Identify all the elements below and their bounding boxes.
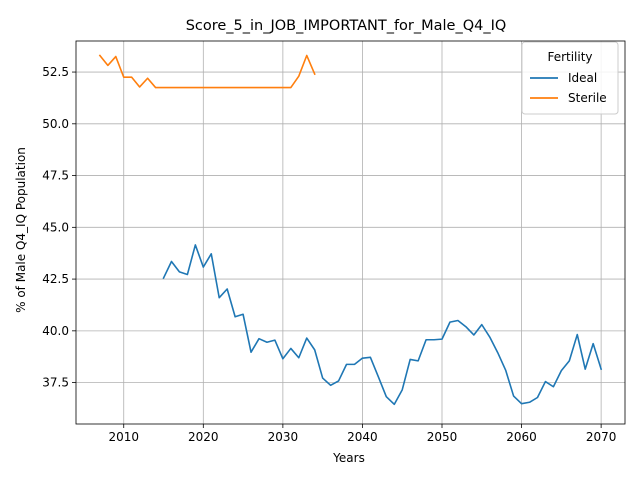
x-axis-label: Years bbox=[332, 451, 365, 465]
legend: Fertility Ideal Sterile bbox=[521, 41, 619, 115]
x-tick-label: 2060 bbox=[506, 430, 537, 444]
axis-ticks: 2010 2020 2030 2040 2050 2060 2070 37.5 40.0 42.5… bbox=[42, 65, 616, 444]
x-tick-label: 2020 bbox=[188, 430, 219, 444]
legend-title: Fertility bbox=[547, 50, 592, 64]
legend-label-ideal: Ideal bbox=[568, 71, 597, 85]
series-line-ideal bbox=[162, 244, 603, 406]
legend-box bbox=[521, 41, 619, 115]
x-tick-label: 2030 bbox=[268, 430, 299, 444]
x-tick-label: 2070 bbox=[586, 430, 617, 444]
y-axis-label: % of Male Q4_IQ Population bbox=[14, 147, 28, 313]
y-tick-label: 37.5 bbox=[42, 376, 69, 390]
y-tick-label: 40.0 bbox=[42, 324, 69, 338]
plot-frame bbox=[75, 40, 626, 425]
series-lines bbox=[98, 54, 603, 406]
x-tick-label: 2010 bbox=[108, 430, 139, 444]
grid bbox=[76, 41, 625, 424]
legend-label-sterile: Sterile bbox=[568, 91, 607, 105]
x-tick-label: 2050 bbox=[427, 430, 458, 444]
x-tick-label: 2040 bbox=[347, 430, 378, 444]
series-line-sterile bbox=[98, 54, 316, 89]
y-tick-label: 50.0 bbox=[42, 117, 69, 131]
y-tick-label: 47.5 bbox=[42, 169, 69, 183]
chart-title: Score_5_in_JOB_IMPORTANT_for_Male_Q4_IQ bbox=[186, 18, 507, 34]
y-tick-label: 52.5 bbox=[42, 65, 69, 79]
y-tick-label: 42.5 bbox=[42, 272, 69, 286]
y-tick-label: 45.0 bbox=[42, 220, 69, 234]
